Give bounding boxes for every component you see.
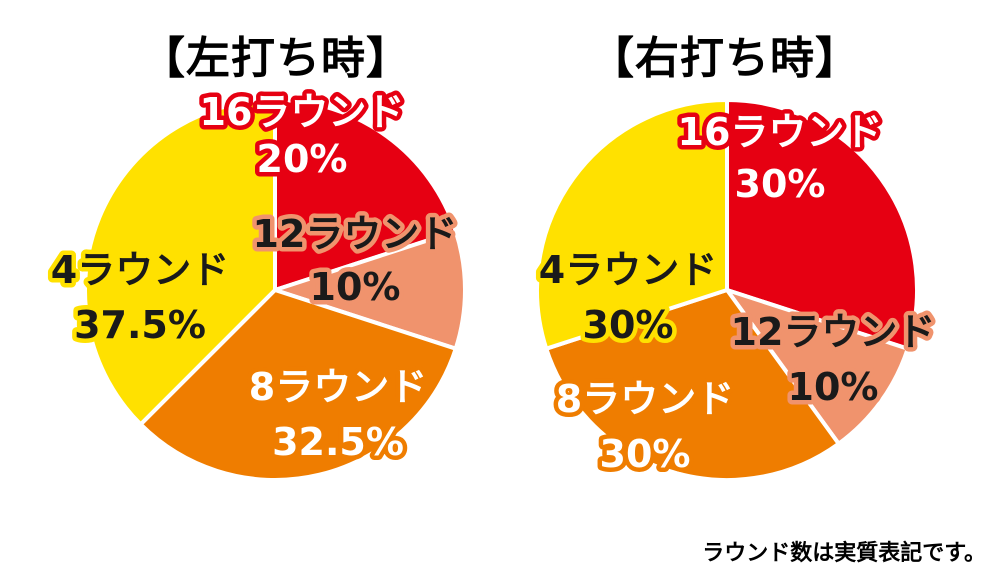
left-pie-slice-12-round (273, 229, 467, 351)
left-chart-title: 【左打ち時】 (141, 33, 411, 84)
left-slice-value-16-round: 20% (257, 137, 348, 181)
left-slice-label-4-round: 4ラウンド (51, 248, 229, 292)
left-slice-label-12-round: 12ラウンド (253, 212, 458, 256)
right-slice-value-12-round: 10% (788, 365, 879, 409)
right-pie-slice-8-round (544, 288, 841, 482)
left-slice-value-8-round: 32.5% (272, 420, 404, 464)
right-pie-slice-16-round (725, 98, 919, 351)
right-slice-label-16-round: 16ラウンド (678, 110, 883, 154)
right-slice-value-4-round: 30% (583, 303, 674, 347)
left-slice-label-16-round: 16ラウンド (200, 90, 405, 134)
left-slice-label-8-round: 8ラウンド (249, 365, 427, 409)
left-pie-slice-16-round (273, 98, 458, 292)
right-slice-label-4-round: 4ラウンド (539, 248, 717, 292)
right-chart-title: 【右打ち時】 (590, 33, 860, 84)
left-slice-value-4-round: 37.5% (74, 303, 206, 347)
right-slice-value-8-round: 30% (600, 432, 691, 476)
right-slice-label-8-round: 8ラウンド (556, 377, 734, 421)
right-pie-slice-12-round (725, 288, 910, 446)
right-slice-label-12-round: 12ラウンド (731, 310, 936, 354)
right-pie-slice-4-round (535, 98, 729, 351)
footnote: ラウンド数は実質表記です。 (702, 541, 986, 566)
left-pie-slice-4-round (83, 98, 277, 427)
left-slice-value-12-round: 10% (310, 265, 401, 309)
right-slice-value-16-round: 30% (735, 162, 826, 206)
left-pie-slice-8-round (138, 288, 458, 482)
